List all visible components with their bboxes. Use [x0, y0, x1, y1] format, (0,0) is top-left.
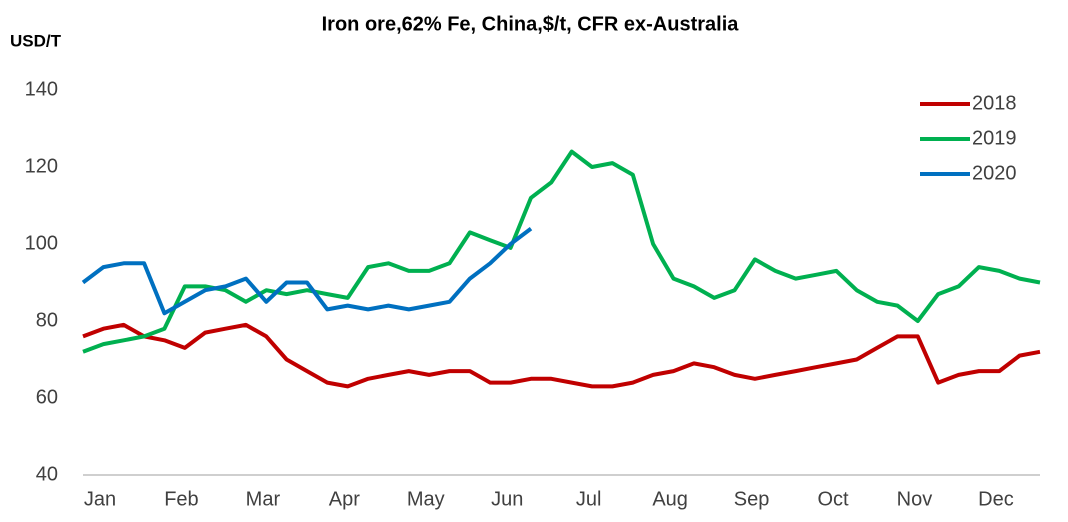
- legend-label: 2019: [972, 127, 1017, 149]
- y-tick-label: 140: [25, 78, 58, 100]
- y-axis-label: USD/T: [10, 31, 62, 50]
- x-tick-label: Aug: [652, 488, 688, 510]
- chart-title: Iron ore,62% Fe, China,$/t, CFR ex-Austr…: [322, 13, 740, 35]
- y-tick-label: 60: [36, 386, 58, 408]
- x-tick-label: Oct: [817, 488, 849, 510]
- x-tick-label: May: [407, 488, 445, 510]
- legend-label: 2020: [972, 162, 1017, 184]
- x-tick-label: Jun: [491, 488, 523, 510]
- x-tick-label: Jan: [84, 488, 116, 510]
- y-tick-label: 100: [25, 232, 58, 254]
- y-tick-label: 40: [36, 463, 58, 485]
- legend-label: 2018: [972, 92, 1017, 114]
- series-line: [81, 227, 533, 316]
- x-tick-label: Feb: [164, 488, 198, 510]
- x-tick-label: Jul: [576, 488, 602, 510]
- x-tick-label: Sep: [734, 488, 770, 510]
- x-tick-label: Apr: [329, 488, 360, 510]
- x-tick-label: Nov: [897, 488, 933, 510]
- y-tick-label: 120: [25, 155, 58, 177]
- x-tick-label: Mar: [246, 488, 281, 510]
- series-line: [82, 149, 1041, 354]
- series-line: [82, 322, 1041, 389]
- x-tick-label: Dec: [978, 488, 1014, 510]
- y-tick-label: 80: [36, 309, 58, 331]
